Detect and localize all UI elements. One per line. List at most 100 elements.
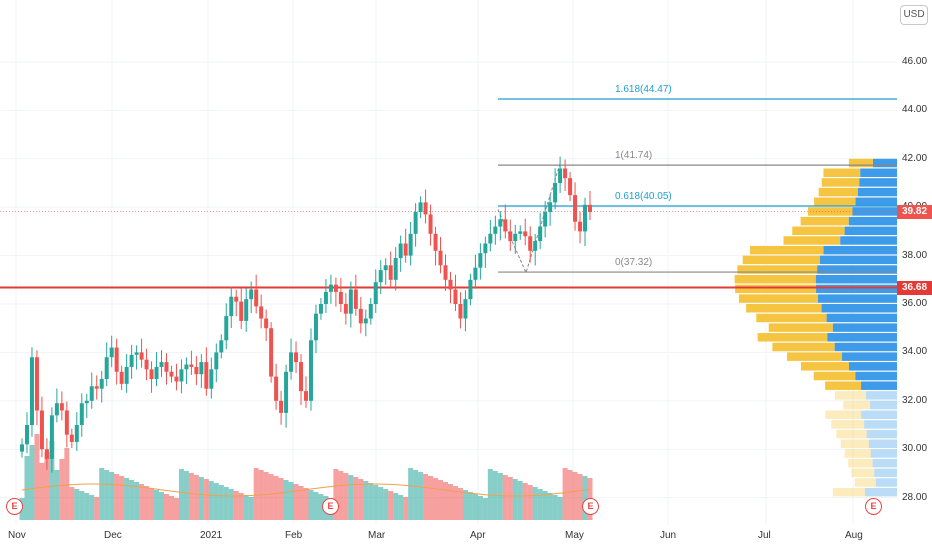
chart-grid xyxy=(0,0,897,525)
candle xyxy=(169,371,174,377)
profile-bar xyxy=(857,187,897,197)
volume-bar xyxy=(482,498,488,520)
candle xyxy=(74,425,79,442)
currency-button[interactable]: USD xyxy=(900,5,928,25)
volume-bar xyxy=(572,472,578,520)
volume-bar xyxy=(303,488,309,520)
profile-bar xyxy=(821,304,897,313)
candle xyxy=(239,301,244,321)
y-tick-label: 42.00 xyxy=(902,152,928,164)
candle xyxy=(513,233,518,242)
profile-bar xyxy=(818,187,858,197)
volume-bar xyxy=(398,495,404,520)
candle xyxy=(543,212,548,227)
profile-bar xyxy=(840,236,897,245)
volume-bar xyxy=(452,486,458,520)
candle xyxy=(438,250,443,266)
candle xyxy=(254,289,259,307)
profile-bar xyxy=(848,158,873,168)
fibonacci-label: 0(37.32) xyxy=(615,257,653,269)
candle xyxy=(393,258,398,280)
volume-bar xyxy=(193,475,199,520)
volume-bar xyxy=(183,471,189,520)
volume-bar xyxy=(233,491,239,520)
volume-bar xyxy=(223,487,229,520)
volume-bar xyxy=(557,497,563,520)
volume-bar xyxy=(348,475,354,520)
volume-bar xyxy=(547,493,553,520)
candle xyxy=(563,168,568,179)
candle xyxy=(558,168,563,183)
profile-bar xyxy=(757,333,828,342)
candle xyxy=(453,289,458,304)
profile-bar xyxy=(823,168,861,177)
profile-bar xyxy=(861,410,897,419)
candle xyxy=(49,415,54,459)
volume-bar xyxy=(198,477,204,520)
candle xyxy=(378,270,383,283)
candle xyxy=(363,318,368,324)
profile-bar xyxy=(817,265,897,274)
candlesticks xyxy=(20,156,592,473)
candle xyxy=(149,369,154,380)
profile-bar xyxy=(816,284,897,294)
volume-bar xyxy=(507,477,513,520)
volume-bar xyxy=(84,493,90,520)
volume-bar xyxy=(238,493,244,520)
y-tick-label: 30.00 xyxy=(902,443,928,455)
candle xyxy=(219,340,224,353)
candle xyxy=(24,425,29,445)
profile-bar xyxy=(735,284,817,294)
candle xyxy=(159,362,164,367)
candle xyxy=(69,434,74,442)
profile-bar xyxy=(848,216,897,226)
candle xyxy=(29,357,34,425)
candle xyxy=(498,219,503,227)
candle xyxy=(448,279,453,290)
candle xyxy=(59,403,64,411)
volume-bar xyxy=(487,469,493,520)
earnings-marker[interactable]: E xyxy=(6,498,23,515)
profile-bar xyxy=(800,362,849,371)
candle xyxy=(478,253,483,268)
earnings-marker[interactable]: E xyxy=(582,498,599,515)
volume-bar xyxy=(79,491,85,520)
candle xyxy=(433,233,438,251)
volume-bar xyxy=(74,489,80,520)
volume-bar xyxy=(423,474,429,520)
candle xyxy=(528,236,533,251)
volume-bar xyxy=(149,488,155,520)
profile-bar xyxy=(855,197,897,207)
profile-bar xyxy=(870,400,897,410)
profile-bar xyxy=(854,478,876,487)
candle xyxy=(523,231,528,237)
candle xyxy=(318,304,323,314)
volume-bar xyxy=(144,486,150,520)
candle xyxy=(164,362,169,372)
profile-bar xyxy=(768,323,833,332)
volume-bar xyxy=(363,481,369,520)
candle xyxy=(294,352,299,363)
candle xyxy=(119,371,124,384)
earnings-marker[interactable]: E xyxy=(865,498,882,515)
candle xyxy=(493,226,498,234)
volume-bar xyxy=(44,452,50,520)
candle xyxy=(388,265,393,280)
volume-bar xyxy=(114,474,120,520)
volume-bar xyxy=(462,490,468,520)
earnings-marker[interactable]: E xyxy=(322,498,339,515)
volume-bar xyxy=(497,473,503,520)
x-tick-label: Nov xyxy=(8,530,26,541)
profile-bar xyxy=(823,245,897,255)
volume-bar xyxy=(168,496,174,520)
profile-bar xyxy=(874,468,897,478)
candle xyxy=(34,357,39,411)
volume-bar xyxy=(64,448,70,520)
volume-bar xyxy=(467,492,473,520)
x-tick-label: Apr xyxy=(470,530,486,541)
volume-bar xyxy=(512,479,518,520)
candle xyxy=(214,352,219,370)
volume-bar xyxy=(134,482,140,520)
profile-bar xyxy=(843,400,871,410)
